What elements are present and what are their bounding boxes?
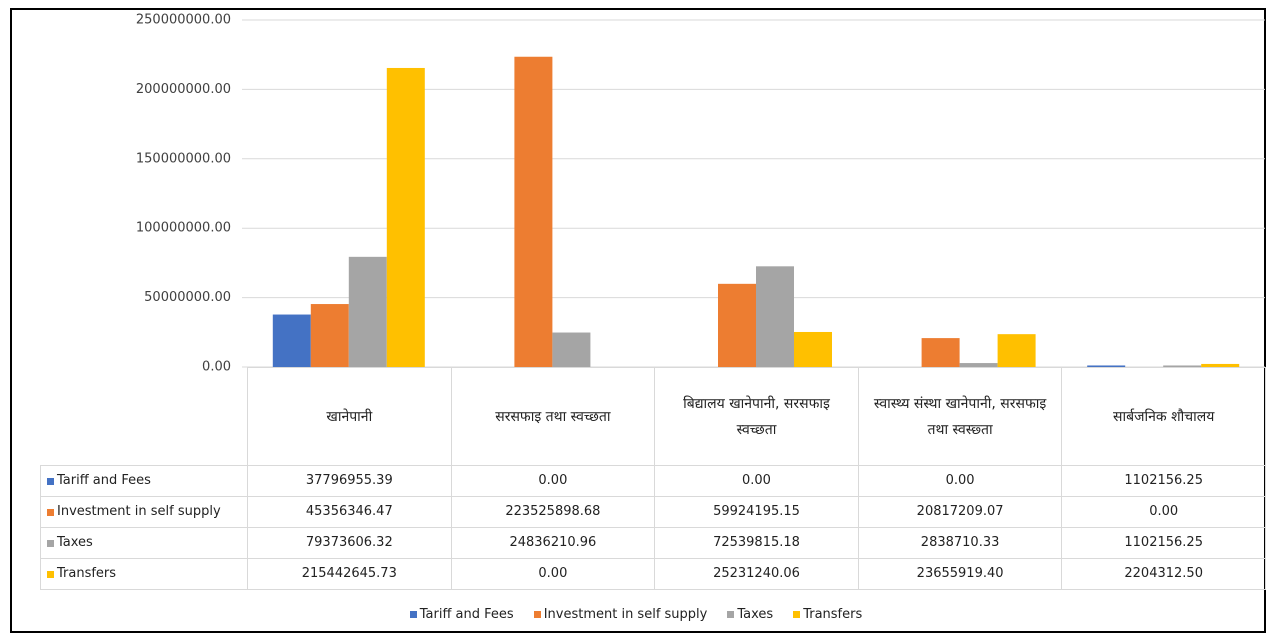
legend-label: Taxes bbox=[737, 607, 774, 622]
row-header: Transfers bbox=[40, 558, 248, 590]
table-value: 2204312.50 bbox=[1061, 558, 1266, 590]
legend-key bbox=[47, 570, 54, 578]
legend-key bbox=[727, 611, 735, 618]
bar bbox=[386, 67, 425, 367]
category-label: सरसफाइ तथा स्वच्छता bbox=[450, 367, 656, 466]
table-value: 0.00 bbox=[450, 558, 656, 590]
bar bbox=[310, 304, 349, 367]
category-label: खानेपानी bbox=[247, 367, 452, 466]
y-tick-label: 50000000.00 bbox=[144, 290, 231, 305]
table-value: 0.00 bbox=[1061, 496, 1266, 528]
category-label: बिद्यालय खानेपानी, सरसफाइ स्वच्छता bbox=[654, 367, 859, 466]
series-name: Investment in self supply bbox=[57, 504, 221, 519]
table-value: 1102156.25 bbox=[1061, 527, 1266, 559]
legend-key bbox=[409, 611, 417, 618]
row-header: Tariff and Fees bbox=[40, 465, 248, 497]
y-tick-label: 250000000.00 bbox=[136, 13, 231, 28]
series-name: Transfers bbox=[57, 566, 117, 581]
series-name: Taxes bbox=[57, 535, 93, 550]
table-value: 0.00 bbox=[450, 465, 656, 497]
legend-key bbox=[47, 539, 54, 547]
category-label: स्वास्थ्य संस्था खानेपानी, सरसफाइ तथा स्… bbox=[857, 367, 1063, 466]
row-header: Investment in self supply bbox=[40, 496, 248, 528]
category-label: सार्बजनिक शौचालय bbox=[1061, 367, 1266, 466]
table-value: 45356346.47 bbox=[247, 496, 452, 528]
table-value: 1102156.25 bbox=[1061, 465, 1266, 497]
legend-key bbox=[533, 611, 541, 618]
bar bbox=[997, 334, 1036, 367]
legend: Tariff and Fees Investment in self supply… bbox=[0, 607, 1272, 622]
legend-key bbox=[47, 508, 54, 516]
table-value: 72539815.18 bbox=[654, 527, 859, 559]
table-value: 223525898.68 bbox=[450, 496, 656, 528]
y-tick-label: 200000000.00 bbox=[136, 82, 231, 97]
legend-item: Tariff and Fees bbox=[409, 607, 514, 622]
table-value: 37796955.39 bbox=[247, 465, 452, 497]
y-tick-label: 150000000.00 bbox=[136, 151, 231, 166]
y-tick-label: 0.00 bbox=[202, 360, 231, 375]
legend-item: Investment in self supply bbox=[533, 607, 708, 622]
legend-label: Investment in self supply bbox=[543, 607, 708, 622]
bar bbox=[756, 266, 794, 367]
bar bbox=[552, 332, 591, 367]
bar bbox=[1087, 365, 1126, 367]
table-value: 23655919.40 bbox=[857, 558, 1063, 590]
table-value: 79373606.32 bbox=[247, 527, 452, 559]
bar bbox=[272, 314, 311, 367]
bar bbox=[794, 331, 832, 367]
legend-label: Tariff and Fees bbox=[419, 607, 514, 622]
table-value: 20817209.07 bbox=[857, 496, 1063, 528]
legend-item: Transfers bbox=[793, 607, 862, 622]
table-value: 59924195.15 bbox=[654, 496, 859, 528]
bar bbox=[514, 56, 553, 367]
legend-key bbox=[47, 477, 54, 485]
table-value: 0.00 bbox=[857, 465, 1063, 497]
table-value: 2838710.33 bbox=[857, 527, 1063, 559]
series-name: Tariff and Fees bbox=[57, 473, 151, 488]
table-value: 0.00 bbox=[654, 465, 859, 497]
row-header: Taxes bbox=[40, 527, 248, 559]
bar bbox=[348, 256, 387, 367]
bar bbox=[959, 363, 998, 367]
bar bbox=[1201, 363, 1240, 367]
bar bbox=[1163, 365, 1202, 367]
bar bbox=[921, 338, 960, 367]
legend-item: Taxes bbox=[727, 607, 773, 622]
bar bbox=[718, 283, 756, 367]
table-value: 24836210.96 bbox=[450, 527, 656, 559]
y-tick-label: 100000000.00 bbox=[136, 221, 231, 236]
legend-label: Transfers bbox=[803, 607, 863, 622]
table-value: 215442645.73 bbox=[247, 558, 452, 590]
table-value: 25231240.06 bbox=[654, 558, 859, 590]
legend-key bbox=[793, 611, 801, 618]
